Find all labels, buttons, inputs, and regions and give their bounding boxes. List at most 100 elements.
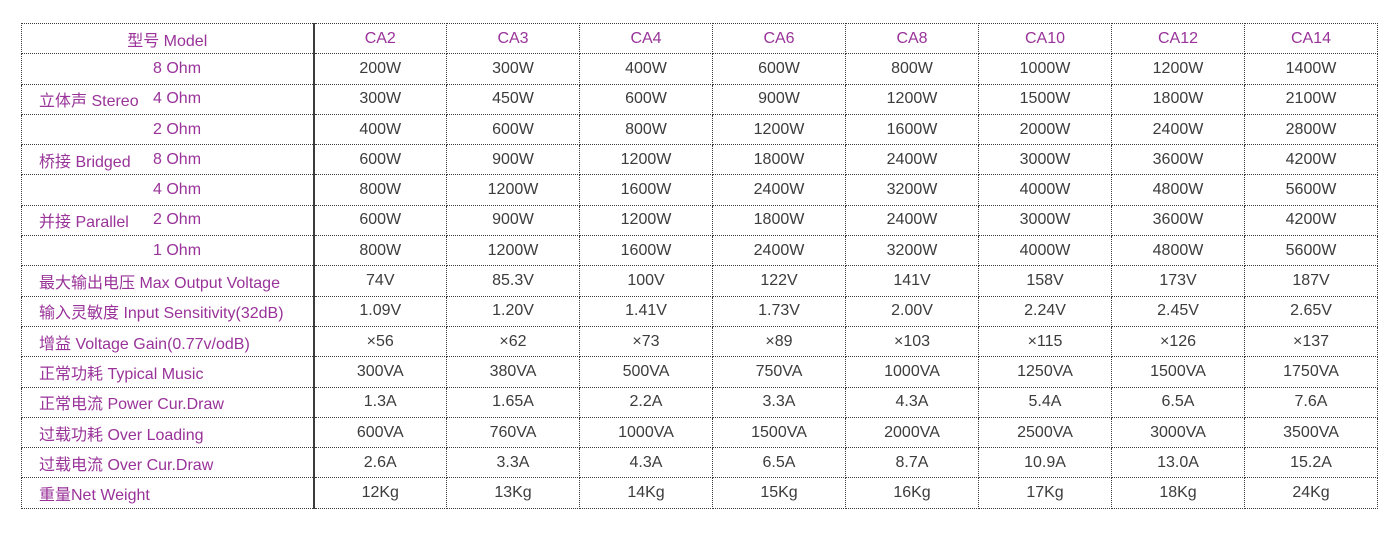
row-label-cell: 2 Ohm: [21, 113, 315, 146]
column-header-ca12: CA12: [1111, 22, 1245, 55]
spec-cell: 85.3V: [446, 265, 580, 297]
spec-cell: 2.00V: [845, 295, 979, 327]
spec-cell: 3.3A: [446, 447, 580, 479]
spec-cell: 10.9A: [978, 447, 1112, 479]
spec-cell: 1200W: [446, 235, 580, 267]
spec-cell: 300VA: [313, 356, 447, 388]
spec-cell: 3000W: [978, 204, 1112, 237]
spec-cell: 1.09V: [313, 295, 447, 327]
spec-cell: 600W: [579, 83, 713, 115]
spec-cell: 4000W: [978, 174, 1112, 206]
spec-cell: 800W: [579, 113, 713, 146]
spec-cell: 5600W: [1244, 235, 1378, 267]
spec-cell: 4200W: [1244, 204, 1378, 237]
spec-cell: 600W: [313, 144, 447, 176]
spec-cell: 18Kg: [1111, 477, 1245, 509]
spec-cell: 4000W: [978, 235, 1112, 267]
row-label-text: 最大输出电压 Max Output Voltage: [39, 275, 280, 293]
spec-cell: 900W: [446, 204, 580, 237]
spec-cell: 300W: [313, 83, 447, 115]
spec-cell: 800W: [845, 53, 979, 85]
spec-cell: 13.0A: [1111, 447, 1245, 479]
spec-cell: 1600W: [579, 174, 713, 206]
spec-cell: 1400W: [1244, 53, 1378, 85]
row-label-text: 桥接 Bridged: [39, 153, 131, 171]
spec-cell: 200W: [313, 53, 447, 85]
spec-cell: 8.7A: [845, 447, 979, 479]
row-sublabel-text: 2 Ohm: [153, 120, 202, 138]
spec-table-container: 型号 Model CA2 CA3 CA4 CA6 CA8 CA10 CA12 CA14 8 O…: [21, 22, 1378, 509]
spec-cell: 17Kg: [978, 477, 1112, 509]
spec-cell: 600VA: [313, 416, 447, 449]
spec-cell: 24Kg: [1244, 477, 1378, 509]
spec-cell: 3600W: [1111, 204, 1245, 237]
spec-cell: 2800W: [1244, 113, 1378, 146]
spec-cell: 2500VA: [978, 416, 1112, 449]
spec-cell: 2.45V: [1111, 295, 1245, 327]
row-label-cell: 过载功耗 Over Loading: [21, 416, 315, 449]
spec-cell: 2400W: [845, 144, 979, 176]
table-row: 并接 Parallel 2 Ohm 600W 900W 1200W 1800W 2400W 3…: [21, 204, 1378, 237]
spec-cell: 74V: [313, 265, 447, 297]
table-row: 立体声 Stereo 4 Ohm 300W 450W 600W 900W 1200W 1500…: [21, 83, 1378, 115]
spec-cell: 13Kg: [446, 477, 580, 509]
row-label-text: 过载电流 Over Cur.Draw: [39, 456, 214, 474]
table-row: 过载电流 Over Cur.Draw 2.6A 3.3A 4.3A 6.5A 8.7A 10…: [21, 447, 1378, 479]
spec-cell: 2000W: [978, 113, 1112, 146]
spec-cell: 1000VA: [845, 356, 979, 388]
spec-cell: 400W: [313, 113, 447, 146]
table-row: 4 Ohm 800W 1200W 1600W 2400W 3200W 4000W 4800W 5…: [21, 174, 1378, 206]
row-sublabel-text: 8 Ohm: [153, 59, 202, 77]
spec-cell: 760VA: [446, 416, 580, 449]
row-label-text: 增益 Voltage Gain(0.77v/odB): [39, 335, 250, 353]
table-row: 正常电流 Power Cur.Draw 1.3A 1.65A 2.2A 3.3A 4.3A…: [21, 386, 1378, 418]
spec-cell: 4200W: [1244, 144, 1378, 176]
spec-cell: 2400W: [1111, 113, 1245, 146]
row-label-cell: 过载电流 Over Cur.Draw: [21, 447, 315, 479]
spec-cell: 600W: [712, 53, 846, 85]
spec-cell: 1500VA: [1111, 356, 1245, 388]
spec-cell: 1.65A: [446, 386, 580, 418]
row-label-cell: 1 Ohm: [21, 235, 315, 267]
spec-cell: ×56: [313, 325, 447, 358]
spec-cell: 800W: [313, 235, 447, 267]
row-label-text: 输入灵敏度 Input Sensitivity(32dB): [39, 305, 284, 323]
spec-cell: ×137: [1244, 325, 1378, 358]
spec-cell: 1.41V: [579, 295, 713, 327]
spec-cell: 3200W: [845, 235, 979, 267]
spec-cell: 1200W: [1111, 53, 1245, 85]
spec-cell: ×62: [446, 325, 580, 358]
spec-cell: ×89: [712, 325, 846, 358]
row-label-text: 正常功耗 Typical Music: [39, 365, 204, 383]
spec-cell: 1200W: [712, 113, 846, 146]
spec-cell: 4800W: [1111, 174, 1245, 206]
spec-cell: 300W: [446, 53, 580, 85]
spec-cell: 500VA: [579, 356, 713, 388]
spec-cell: 7.6A: [1244, 386, 1378, 418]
spec-cell: 3.3A: [712, 386, 846, 418]
amplifier-spec-table: 型号 Model CA2 CA3 CA4 CA6 CA8 CA10 CA12 CA14 8 O…: [21, 22, 1378, 509]
row-label-text: 重量Net Weight: [39, 487, 150, 505]
spec-cell: 1.73V: [712, 295, 846, 327]
spec-cell: 122V: [712, 265, 846, 297]
spec-cell: ×103: [845, 325, 979, 358]
spec-cell: ×73: [579, 325, 713, 358]
spec-cell: 158V: [978, 265, 1112, 297]
row-label-cell: 输入灵敏度 Input Sensitivity(32dB): [21, 295, 315, 327]
row-label-text: 正常电流 Power Cur.Draw: [39, 396, 224, 414]
row-label-cell: 4 Ohm: [21, 174, 315, 206]
spec-cell: 750VA: [712, 356, 846, 388]
column-header-ca4: CA4: [579, 22, 713, 55]
spec-cell: 15.2A: [1244, 447, 1378, 479]
column-header-ca14: CA14: [1244, 22, 1378, 55]
spec-cell: 2000VA: [845, 416, 979, 449]
spec-cell: 1000VA: [579, 416, 713, 449]
column-header-ca6: CA6: [712, 22, 846, 55]
spec-cell: 2.6A: [313, 447, 447, 479]
spec-cell: 1750VA: [1244, 356, 1378, 388]
spec-cell: 1500VA: [712, 416, 846, 449]
spec-cell: 400W: [579, 53, 713, 85]
row-sublabel-text: 4 Ohm: [153, 181, 202, 199]
spec-cell: 1250VA: [978, 356, 1112, 388]
spec-cell: 2400W: [845, 204, 979, 237]
